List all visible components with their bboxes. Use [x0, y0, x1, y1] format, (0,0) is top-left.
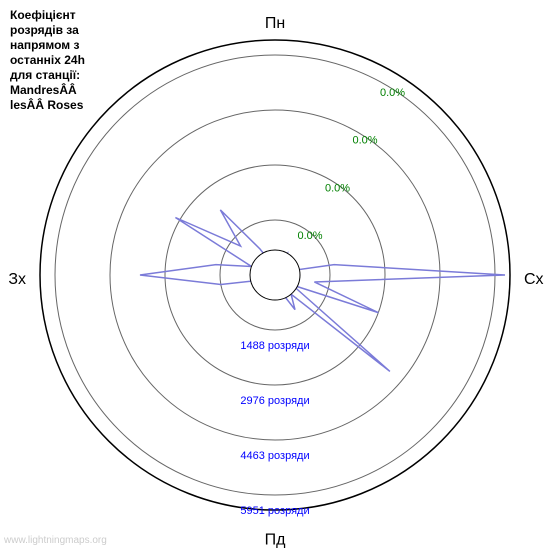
- cardinal-east: Сх: [524, 271, 544, 288]
- ring-label-top-3: 0.0%: [298, 230, 323, 242]
- ring-label-top-1: 0.0%: [353, 135, 378, 147]
- watermark: www.lightningmaps.org: [4, 535, 107, 546]
- cardinal-west: Зх: [8, 271, 26, 288]
- ring-label-bottom-1: 2976 розряди: [240, 395, 309, 407]
- cardinal-north: Пн: [265, 15, 285, 32]
- ring-label-bottom-3: 5951 розряди: [240, 505, 309, 517]
- chart-title: Коефіцієнт розрядів за напрямом з останн…: [10, 8, 85, 113]
- ring-label-bottom-2: 4463 розряди: [240, 450, 309, 462]
- center-hole: [250, 250, 300, 300]
- ring-label-bottom-0: 1488 розряди: [240, 340, 309, 352]
- cardinal-south: Пд: [265, 531, 287, 548]
- ring-label-top-0: 0.0%: [380, 87, 405, 99]
- ring-label-top-2: 0.0%: [325, 182, 350, 194]
